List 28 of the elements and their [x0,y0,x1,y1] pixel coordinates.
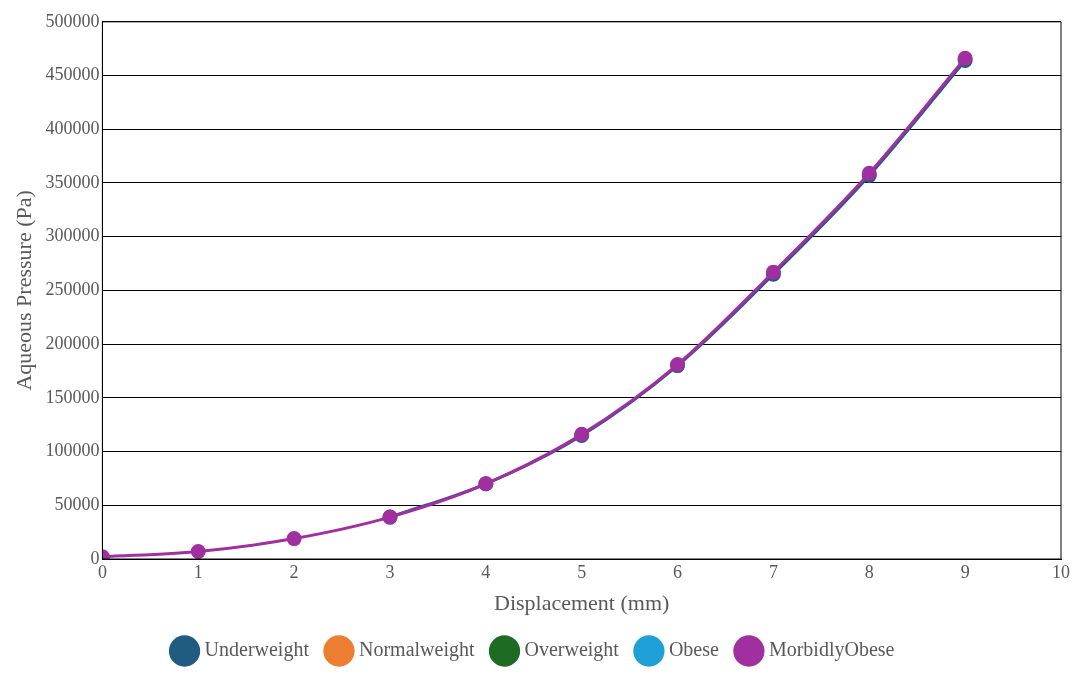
x-tick-label: 3 [385,561,395,582]
y-tick-label: 350000 [45,171,100,192]
y-tick-label: 150000 [45,386,100,407]
y-tick-label: 250000 [45,279,100,300]
x-tick-label: 5 [577,561,587,582]
legend-label: Normalweight [358,638,475,662]
y-axis-title: Aqueous Pressure (Pa) [10,190,36,391]
x-tick-label: 1 [193,561,203,582]
x-tick-label: 4 [481,561,491,582]
x-tick-label: 6 [673,561,683,582]
legend-label: MorbidlyObese [768,638,895,662]
x-tick-label: 7 [768,561,778,582]
x-axis-title: Displacement (mm) [494,589,670,615]
y-tick-label: 450000 [45,64,100,85]
legend-label: Obese [668,638,720,661]
y-tick-label: 0 [90,547,100,568]
legend-label: Underweight [204,638,310,662]
y-tick-label: 300000 [45,225,100,246]
x-tick-label: 2 [289,561,299,582]
legend-label: Overweight [524,638,620,662]
x-tick-label: 8 [864,561,874,582]
y-tick-label: 400000 [45,117,100,138]
y-tick-label: 500000 [45,10,100,31]
x-tick-label: 10 [1052,561,1070,582]
y-tick-label: 100000 [45,440,100,461]
y-tick-label: 200000 [45,332,100,353]
y-tick-label: 50000 [54,494,100,515]
x-tick-label: 9 [960,561,970,582]
